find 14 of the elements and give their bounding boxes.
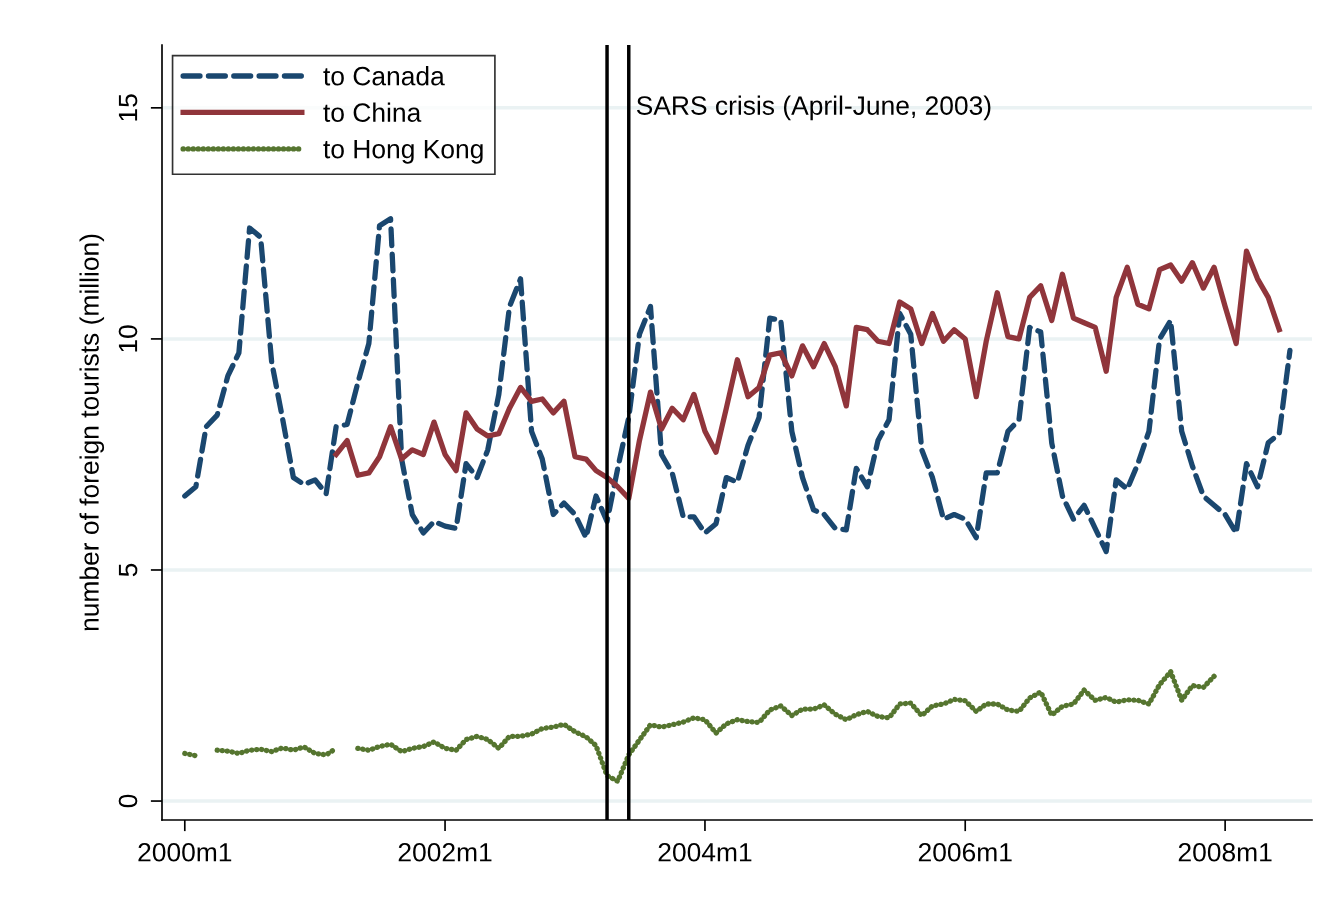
x-tick-label: 2004m1 [658, 842, 752, 862]
legend-label: to China [323, 102, 422, 122]
y-tick-label: 10 [118, 325, 138, 352]
x-tick-label: 2002m1 [398, 842, 492, 862]
y-tick-label: 5 [118, 563, 138, 577]
legend-label: to Canada [323, 66, 445, 86]
x-tick-label: 2008m1 [1178, 842, 1272, 862]
x-tick-label: 2000m1 [138, 842, 232, 862]
ref-line-label: SARS crisis (April-June, 2003) [636, 95, 991, 121]
y-tick-label: 0 [118, 794, 138, 808]
y-axis-title: number of foreign tourists (million) [79, 234, 105, 631]
legend-label: to Hong Kong [323, 140, 483, 164]
x-tick-label: 2006m1 [918, 842, 1012, 862]
y-tick-label: 15 [118, 94, 138, 121]
